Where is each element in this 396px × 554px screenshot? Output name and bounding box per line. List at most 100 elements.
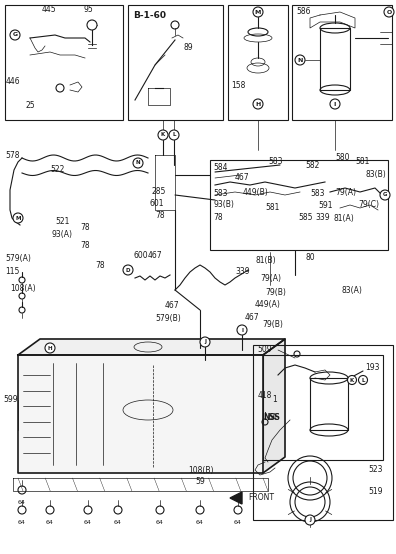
Text: H: H	[48, 346, 52, 351]
Text: L: L	[361, 377, 365, 382]
Text: 583: 583	[310, 188, 324, 197]
Text: FRONT: FRONT	[248, 494, 274, 502]
Text: 586: 586	[296, 8, 310, 17]
Text: 519: 519	[368, 488, 383, 496]
Text: 78: 78	[80, 240, 89, 249]
Circle shape	[200, 337, 210, 347]
Polygon shape	[18, 355, 263, 473]
Text: 78: 78	[155, 211, 165, 219]
Text: 64: 64	[18, 520, 26, 525]
Text: 79(B): 79(B)	[265, 288, 286, 296]
Text: 108(A): 108(A)	[10, 284, 36, 293]
Circle shape	[384, 7, 394, 17]
Circle shape	[358, 376, 367, 384]
Circle shape	[13, 213, 23, 223]
Polygon shape	[230, 492, 242, 504]
Bar	[263, 355, 383, 460]
Bar	[292, 5, 392, 120]
Text: J: J	[309, 517, 311, 522]
Text: 78: 78	[80, 223, 89, 233]
Circle shape	[158, 130, 168, 140]
Text: J: J	[204, 340, 206, 345]
Text: L: L	[172, 132, 176, 137]
Text: 601: 601	[150, 198, 164, 208]
Text: I: I	[334, 101, 336, 106]
Text: 64: 64	[234, 520, 242, 525]
Text: 64: 64	[84, 520, 92, 525]
Text: 449(A): 449(A)	[255, 300, 281, 310]
Text: N: N	[136, 161, 140, 166]
Text: M: M	[255, 9, 261, 14]
Text: 578: 578	[5, 151, 19, 160]
Circle shape	[237, 325, 247, 335]
Text: 78: 78	[213, 213, 223, 222]
Text: 585: 585	[298, 213, 312, 223]
Text: K: K	[350, 377, 354, 382]
Text: H: H	[255, 101, 261, 106]
Text: 79(A): 79(A)	[335, 188, 356, 197]
Text: 523: 523	[368, 465, 383, 474]
Text: 467: 467	[165, 300, 180, 310]
Text: 158: 158	[231, 80, 246, 90]
Circle shape	[133, 158, 143, 168]
Text: 80: 80	[305, 254, 315, 263]
Bar	[253, 345, 393, 520]
Text: NSS: NSS	[263, 413, 280, 423]
Text: 445: 445	[42, 6, 57, 14]
Text: 584: 584	[213, 163, 227, 172]
Text: 79(A): 79(A)	[260, 274, 281, 283]
Text: 449(B): 449(B)	[243, 188, 269, 197]
Text: O: O	[386, 9, 392, 14]
Text: K: K	[161, 132, 165, 137]
Text: 600: 600	[133, 250, 148, 259]
Circle shape	[295, 55, 305, 65]
Text: 418: 418	[258, 391, 272, 399]
Text: 83(B): 83(B)	[365, 171, 386, 179]
Text: 579(A): 579(A)	[5, 254, 31, 263]
Text: D: D	[126, 268, 130, 273]
Text: 81(A): 81(A)	[333, 213, 354, 223]
Text: 599: 599	[3, 396, 18, 404]
Circle shape	[10, 30, 20, 40]
Text: 64: 64	[114, 520, 122, 525]
Text: 591: 591	[318, 201, 333, 209]
Bar	[128, 5, 223, 120]
Bar	[210, 160, 388, 250]
Text: 580: 580	[335, 153, 350, 162]
Text: 581: 581	[265, 203, 279, 212]
Text: 81(B): 81(B)	[255, 255, 276, 264]
Text: 582: 582	[305, 161, 320, 170]
Text: 89: 89	[183, 44, 192, 53]
Text: 583: 583	[268, 157, 282, 167]
Text: 64: 64	[268, 413, 278, 423]
Text: 93(B): 93(B)	[213, 201, 234, 209]
Text: 59: 59	[195, 478, 205, 486]
Text: 467: 467	[235, 173, 249, 182]
Circle shape	[380, 190, 390, 200]
Text: 193: 193	[365, 363, 379, 372]
Circle shape	[87, 20, 97, 30]
Text: 446: 446	[6, 78, 21, 86]
Text: 579(B): 579(B)	[155, 314, 181, 322]
Text: 522: 522	[50, 166, 65, 175]
Text: N: N	[297, 58, 303, 63]
Text: 467: 467	[148, 250, 163, 259]
Text: 79(C): 79(C)	[358, 201, 379, 209]
Text: 95: 95	[83, 6, 93, 14]
Text: 64: 64	[18, 500, 26, 505]
Text: 521: 521	[55, 218, 69, 227]
Polygon shape	[263, 339, 285, 473]
Text: 64: 64	[156, 520, 164, 525]
Text: G: G	[12, 33, 17, 38]
Circle shape	[253, 99, 263, 109]
Text: 115: 115	[5, 268, 19, 276]
Circle shape	[45, 343, 55, 353]
Text: 64: 64	[46, 520, 54, 525]
Text: 339: 339	[235, 268, 249, 276]
Text: 467: 467	[245, 314, 260, 322]
Text: 83(A): 83(A)	[342, 285, 363, 295]
Text: 1: 1	[272, 396, 277, 404]
Text: 64: 64	[196, 520, 204, 525]
Text: 581: 581	[355, 157, 369, 167]
Text: G: G	[383, 192, 387, 197]
